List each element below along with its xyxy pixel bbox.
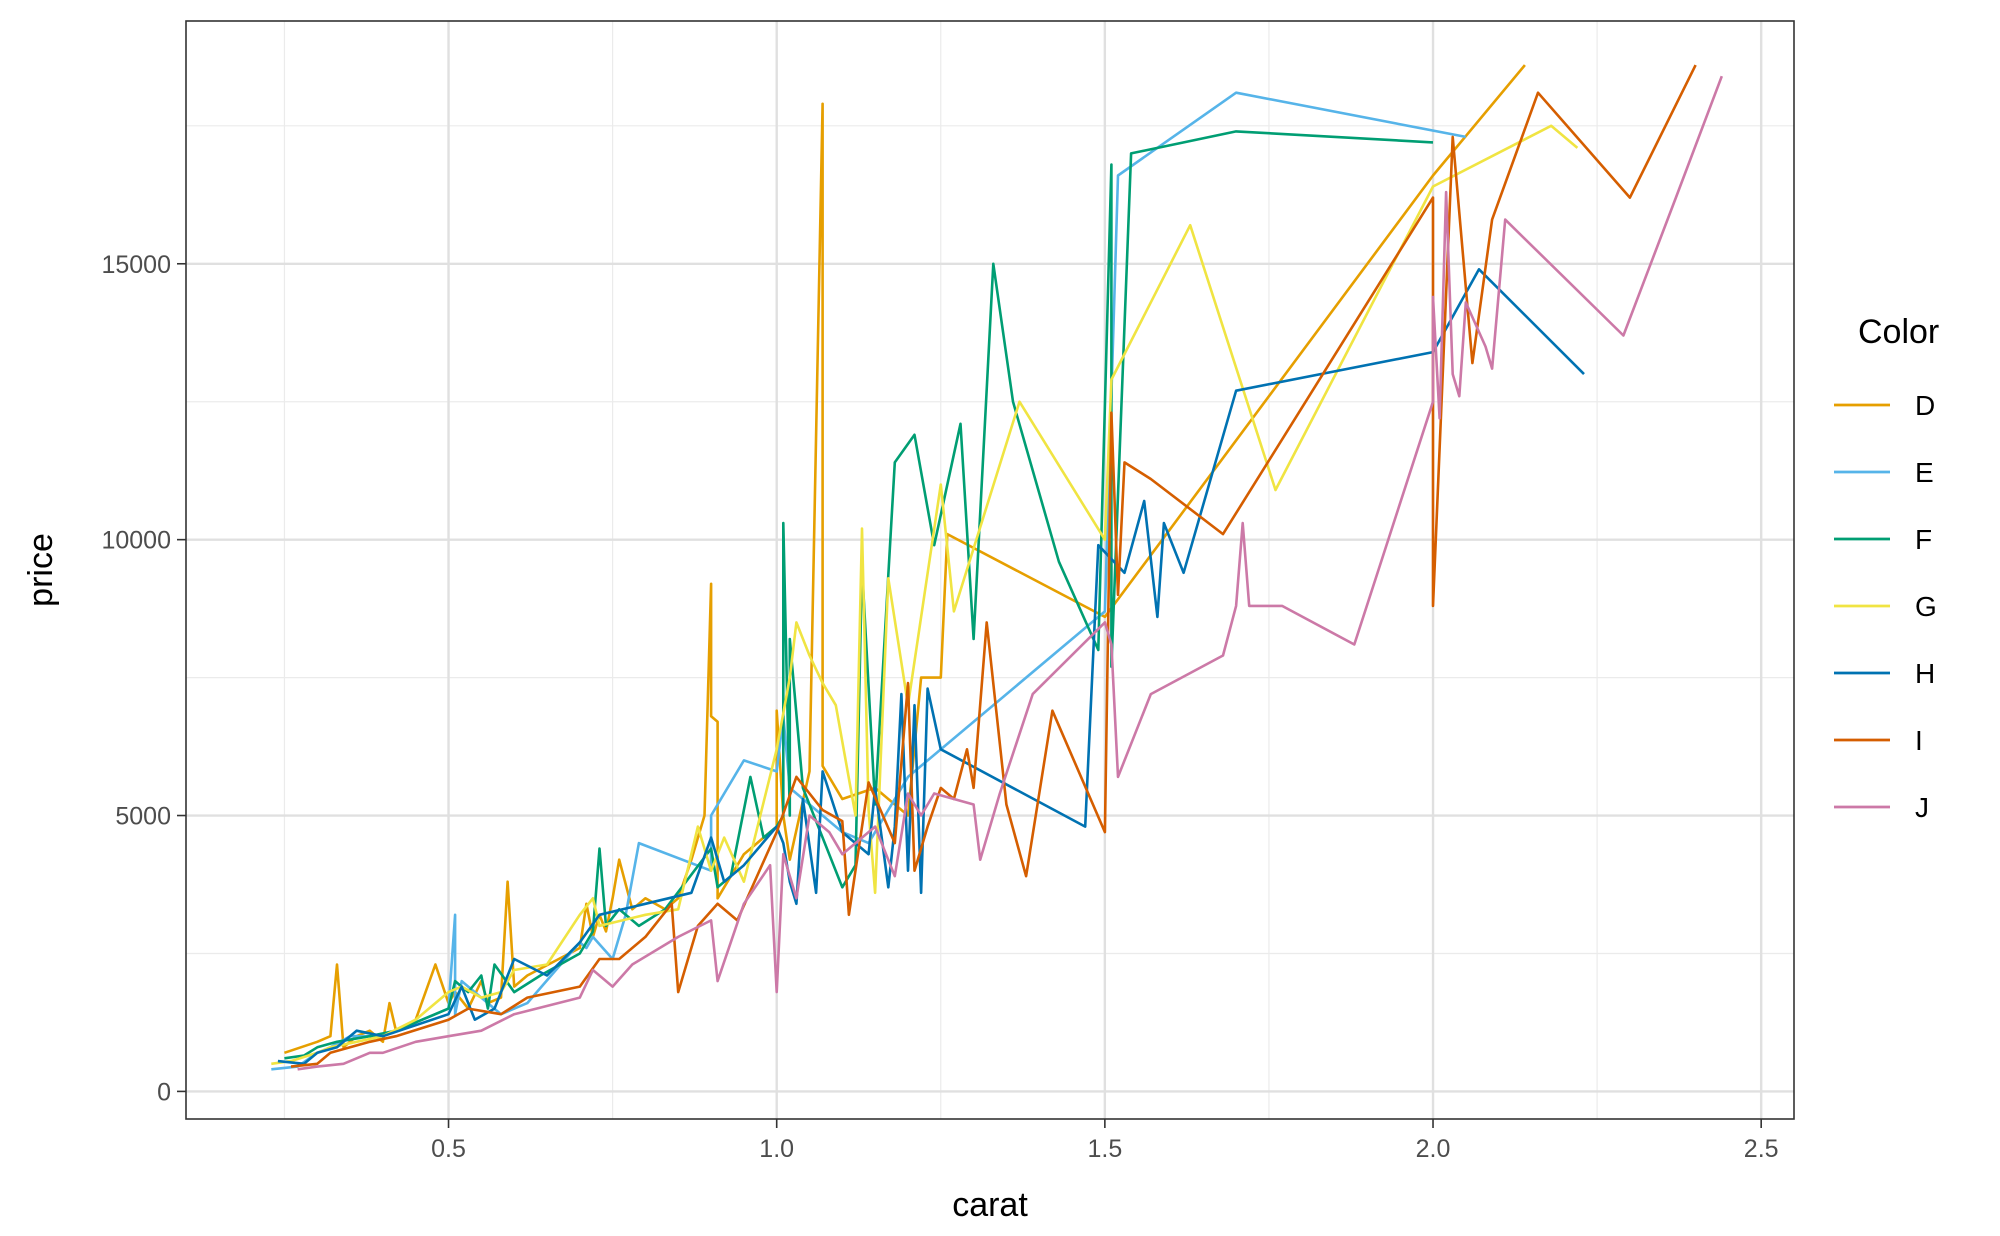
legend: Color D E F G H I J [1834,313,1939,823]
y-axis-title: price [22,533,60,607]
legend-label-E: E [1915,457,1934,488]
series-line-G [271,124,1579,1066]
x-axis-title: carat [952,1186,1028,1224]
x-tick-label: 1.0 [759,1135,794,1163]
x-tick-label: 2.5 [1744,1135,1779,1163]
series-line-J [297,75,1724,1071]
y-axis: 0 5000 10000 15000 [101,251,186,1106]
y-tick-label: 5000 [115,803,171,831]
legend-label-F: F [1915,524,1932,555]
legend-label-J: J [1915,792,1929,823]
x-axis: 0.5 1.0 1.5 2.0 2.5 [431,1119,1779,1163]
y-tick-label: 10000 [101,527,171,555]
series-line-F [284,130,1434,1060]
y-tick-label: 15000 [101,251,171,279]
plot-background [186,21,1794,1119]
plot-panel-border [185,20,1795,1120]
series-layer [271,64,1724,1071]
x-tick-label: 2.0 [1416,1135,1451,1163]
y-tick-label: 0 [157,1078,171,1106]
x-tick-label: 0.5 [431,1135,466,1163]
legend-label-D: D [1915,390,1935,421]
legend-label-G: G [1915,591,1937,622]
series-line-I [290,64,1697,1068]
x-tick-label: 1.5 [1087,1135,1122,1163]
legend-label-H: H [1915,658,1935,689]
series-line-H [277,268,1585,1066]
legend-label-I: I [1915,725,1923,756]
legend-title: Color [1858,313,1939,351]
